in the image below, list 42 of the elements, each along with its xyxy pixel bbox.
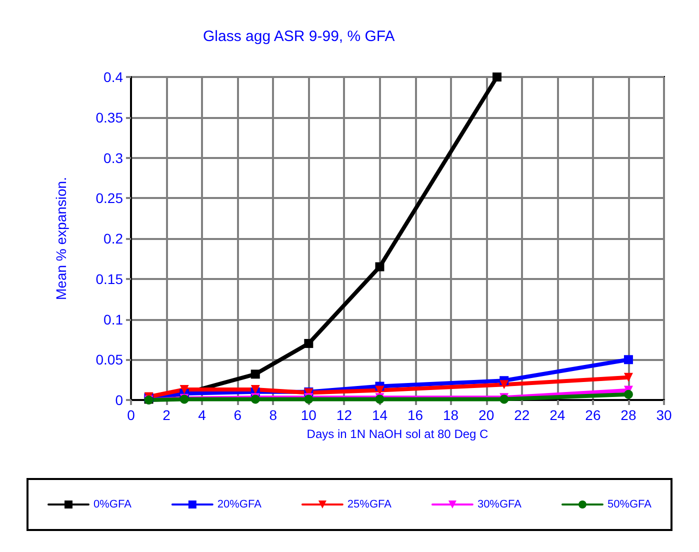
y-tick-label: 0.3 (104, 150, 124, 166)
x-tick-label: 12 (336, 407, 352, 423)
y-tick-label: 0.05 (96, 352, 124, 368)
legend-label: 30%GFA (477, 498, 522, 510)
y-tick-label: 0.25 (96, 190, 124, 206)
y-axis-title: Mean % expansion. (53, 177, 69, 300)
x-tick-label: 28 (620, 407, 636, 423)
y-tick-label: 0 (115, 392, 124, 408)
x-tick-label: 24 (550, 407, 566, 423)
chart-title: Glass agg ASR 9-99, % GFA (203, 28, 395, 45)
x-tick-label: 22 (514, 407, 530, 423)
legend-label: 50%GFA (607, 498, 652, 510)
point (375, 262, 384, 272)
x-tick-label: 6 (234, 407, 242, 423)
x-tick-label: 18 (443, 407, 459, 423)
legend-label: 0%GFA (94, 498, 132, 510)
x-tick-label: 0 (127, 407, 136, 423)
x-axis-title: Days in 1N NaOH sol at 80 Deg C (306, 427, 489, 441)
point (624, 390, 633, 399)
y-tick-label: 0.4 (104, 69, 124, 85)
x-tick-label: 8 (269, 407, 278, 423)
x-tick-label: 20 (478, 407, 494, 423)
point (250, 370, 260, 379)
y-tick-label: 0.2 (104, 230, 124, 246)
x-tick-label: 30 (656, 407, 672, 423)
point (624, 372, 633, 382)
point (180, 385, 189, 394)
x-tick-label: 16 (407, 407, 424, 423)
x-tick-label: 26 (585, 407, 601, 423)
y-tick-label: 0.15 (96, 270, 124, 287)
point (304, 338, 314, 348)
y-tick-label: 0.1 (104, 311, 124, 328)
point (492, 72, 502, 82)
x-tick-label: 4 (198, 407, 206, 423)
legend-label: 20%GFA (217, 498, 262, 510)
point (624, 355, 633, 364)
legend-label: 25%GFA (347, 498, 392, 510)
x-tick-label: 10 (300, 407, 317, 423)
x-tick-label: 14 (372, 407, 388, 423)
point (500, 380, 509, 390)
y-tick-label: 0.35 (96, 109, 124, 126)
x-tick-label: 2 (162, 407, 171, 423)
